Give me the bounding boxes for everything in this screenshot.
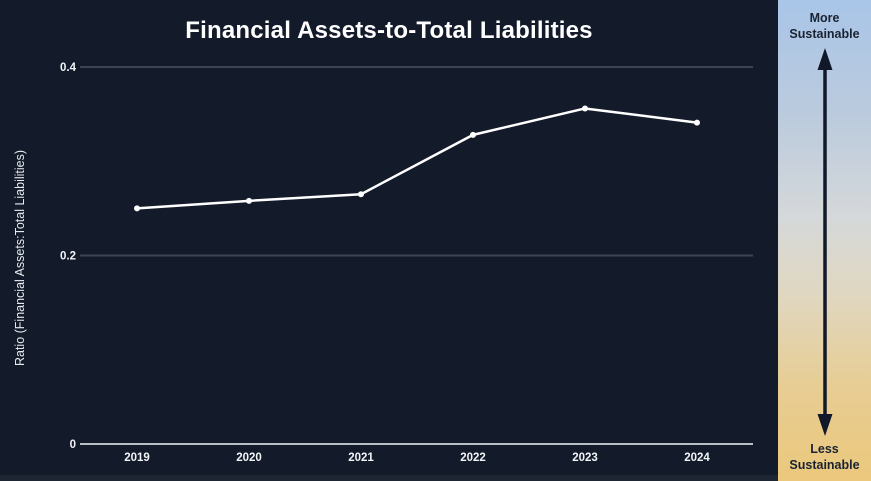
y-tick-label: 0.2	[60, 251, 76, 263]
data-point	[694, 119, 700, 126]
x-tick-label: 2020	[236, 452, 262, 464]
data-line	[135, 107, 699, 210]
sustainability-scale-panel: More Sustainable Less Sustainable	[778, 0, 871, 481]
chart-title: Financial Assets-to-Total Liabilities	[185, 17, 593, 44]
chart-region: Financial Assets-to-Total Liabilities Ra…	[0, 17, 778, 481]
x-tick-label: 2021	[348, 452, 374, 464]
y-tick-label: 0.4	[60, 62, 77, 74]
data-point	[246, 197, 252, 204]
less-sustainable-label: Less Sustainable	[789, 441, 860, 472]
x-tick-label: 2019	[124, 452, 150, 464]
data-point	[582, 105, 588, 112]
x-tick-label: 2023	[572, 452, 598, 464]
line-plot: 0 0.2 0.4 2019 2020 2021 2022 2023 2024	[60, 62, 753, 464]
data-point	[470, 131, 476, 138]
data-point	[134, 205, 140, 212]
x-tick-label: 2024	[684, 452, 710, 464]
x-tick-label: 2022	[460, 452, 486, 464]
data-point	[358, 191, 364, 198]
double-arrow-icon	[817, 48, 832, 436]
y-tick-label: 0	[70, 439, 76, 451]
more-sustainable-label: More Sustainable	[789, 11, 860, 42]
bottom-strip	[0, 475, 778, 481]
